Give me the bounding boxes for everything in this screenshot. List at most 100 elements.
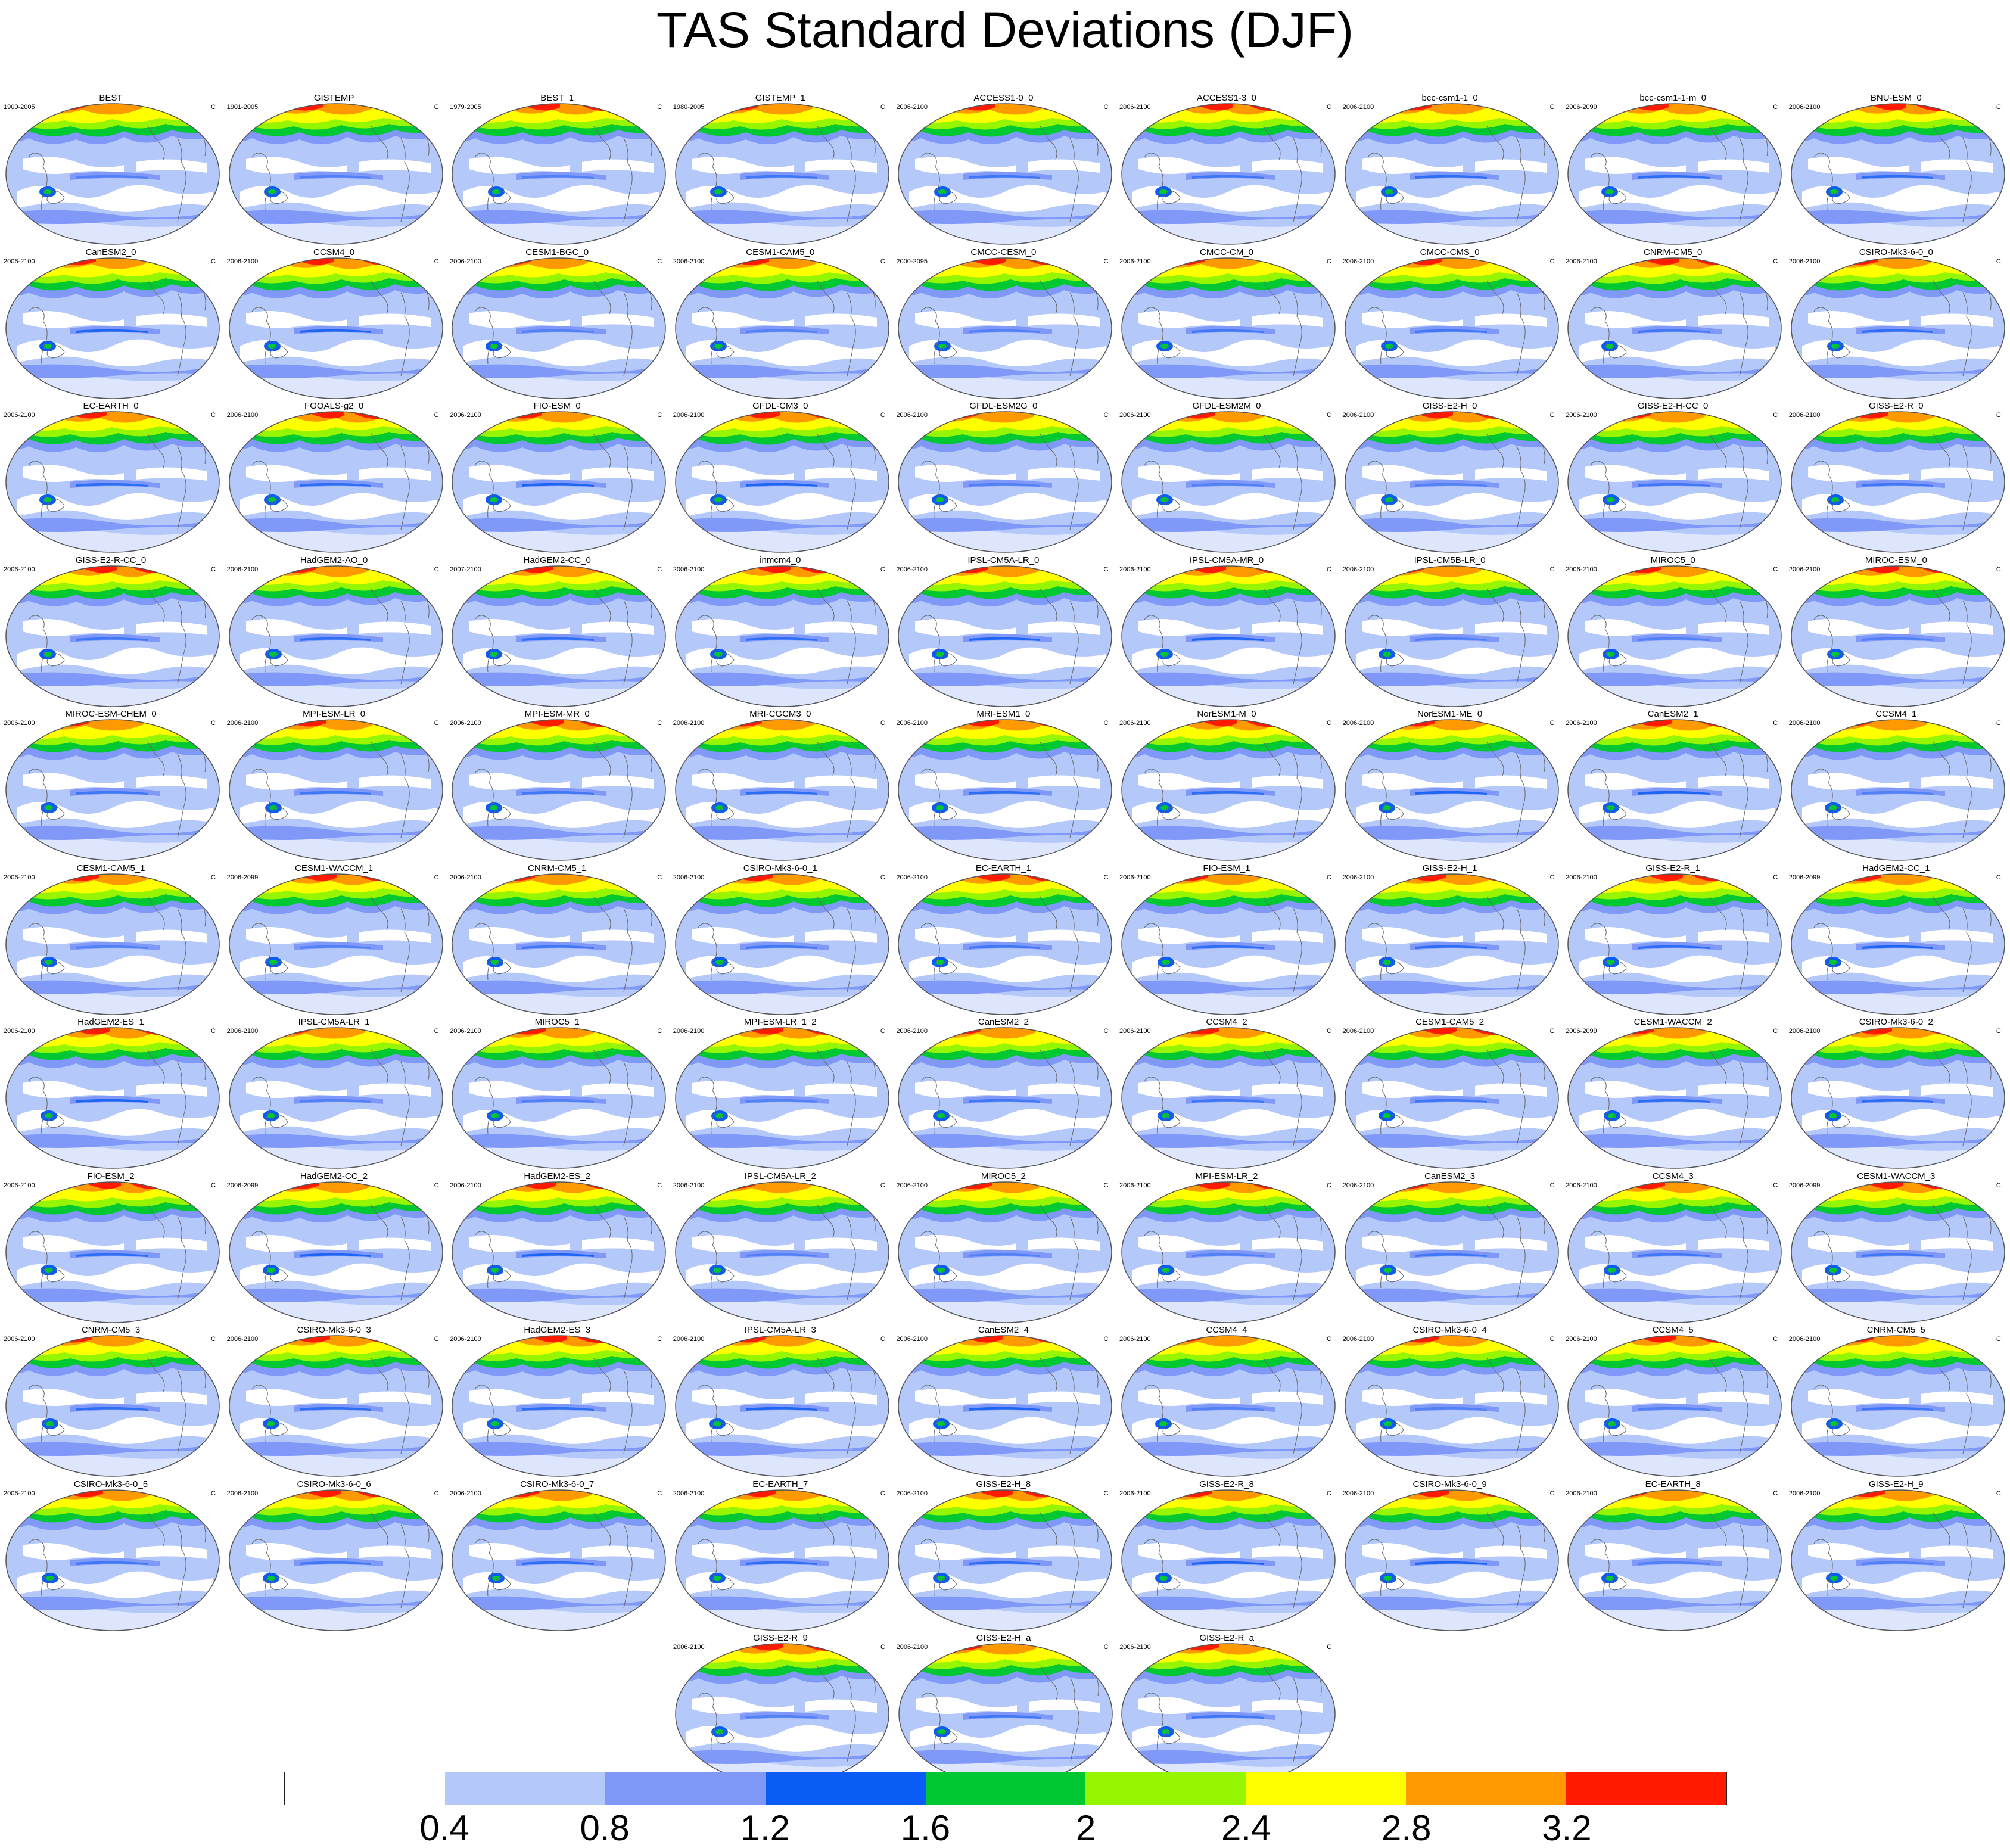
panel-years: 2006-2100: [1119, 565, 1151, 573]
world-map: [5, 410, 220, 553]
map-panel: BNU-ESM_0 2006-2100 C: [1785, 88, 2007, 245]
colorbar-tick-label: 1.2: [740, 1808, 791, 1848]
map-panel: IPSL-CM5A-LR_3 2006-2100 C: [670, 1320, 891, 1477]
map-panel: HadGEM2-ES_3 2006-2100 C: [446, 1320, 668, 1477]
map-panel: MPI-ESM-MR_0 2006-2100 C: [446, 704, 668, 861]
map-panel: MRI-CGCM3_0 2006-2100 C: [670, 704, 891, 861]
world-map: [1790, 718, 2006, 861]
panel-title: IPSL-CM5A-LR_3: [744, 1325, 816, 1335]
world-map: [1567, 1334, 1782, 1477]
map-panel: CMCC-CM_0 2006-2100 C: [1116, 242, 1337, 400]
world-map: [897, 565, 1113, 708]
panel-title: MIROC5_0: [1650, 555, 1695, 565]
panel-title: FIO-ESM_0: [533, 401, 581, 411]
panel-years: 2006-2099: [1788, 1181, 1821, 1189]
world-map: [1344, 410, 1560, 553]
panel-title: CNRM-CM5_0: [1644, 247, 1703, 257]
map-panel: FGOALS-g2_0 2006-2100 C: [223, 396, 445, 553]
panel-years: 2006-2100: [1788, 104, 1821, 111]
panel-years: 2006-2100: [896, 720, 928, 727]
panel-years: 2000-2095: [896, 257, 928, 265]
panel-title: HadGEM2-AO_0: [300, 555, 368, 565]
map-panel: FIO-ESM_2 2006-2100 C: [0, 1166, 222, 1324]
panel-unit: C: [657, 104, 662, 111]
panel-unit: C: [434, 1028, 439, 1035]
colorbar-bin: [444, 1772, 605, 1805]
panel-years: 2006-2100: [1788, 1336, 1821, 1343]
map-panel: CESM1-BGC_0 2006-2100 C: [446, 242, 668, 400]
panel-years: 2006-2100: [1119, 412, 1151, 419]
panel-years: 2006-2099: [1788, 873, 1821, 881]
panel-unit: C: [1103, 104, 1109, 111]
panel-unit: C: [1996, 1028, 2001, 1035]
panel-title: CESM1-WACCM_3: [1857, 1171, 1936, 1181]
panel-unit: C: [657, 1336, 662, 1343]
panel-unit: C: [1327, 720, 1331, 727]
panel-years: 2006-2100: [1342, 104, 1374, 111]
map-panel: EC-EARTH_8 2006-2100 C: [1562, 1474, 1784, 1632]
panel-title: MIROC-ESM_0: [1865, 555, 1927, 565]
map-panel: HadGEM2-CC_2 2006-2099 C: [223, 1166, 445, 1324]
panel-years: 2006-2100: [1342, 873, 1374, 881]
colorbar-tick-label: 0.8: [580, 1808, 630, 1848]
panel-years: 2006-2100: [450, 720, 481, 727]
panel-years: 2006-2100: [673, 1028, 705, 1035]
map-panel: CCSM4_5 2006-2100 C: [1562, 1320, 1784, 1477]
world-map: [1121, 1026, 1336, 1169]
panel-title: BEST: [99, 93, 123, 103]
panel-unit: C: [880, 1028, 885, 1035]
panel-unit: C: [1103, 1028, 1109, 1035]
panel-unit: C: [211, 412, 216, 419]
panel-years: 1900-2005: [4, 104, 35, 111]
panel-unit: C: [1549, 720, 1555, 727]
panel-unit: C: [1773, 720, 1778, 727]
panel-years: 2006-2100: [1566, 412, 1597, 419]
world-map: [451, 1489, 667, 1632]
map-panel: CSIRO-Mk3-6-0_3 2006-2100 C: [223, 1320, 445, 1477]
panel-years: 2006-2100: [896, 104, 928, 111]
panel-years: 2006-2100: [1788, 565, 1821, 573]
map-panel: CCSM4_0 2006-2100 C: [223, 242, 445, 400]
map-panel: FIO-ESM_1 2006-2100 C: [1116, 858, 1337, 1016]
map-panel: MIROC5_2 2006-2100 C: [892, 1166, 1114, 1324]
panel-title: IPSL-CM5A-MR_0: [1189, 555, 1264, 565]
panel-title: GISS-E2-H_0: [1422, 401, 1477, 411]
panel-unit: C: [1103, 1181, 1109, 1189]
panel-unit: C: [880, 720, 885, 727]
panel-title: MRI-CGCM3_0: [749, 709, 811, 719]
map-panel: CSIRO-Mk3-6-0_5 2006-2100 C: [0, 1474, 222, 1632]
panel-title: MIROC5_2: [981, 1171, 1026, 1181]
world-map: [1567, 718, 1782, 861]
panel-unit: C: [434, 1181, 439, 1189]
panel-years: 2006-2100: [450, 873, 481, 881]
panel-unit: C: [1996, 720, 2001, 727]
panel-years: 2006-2100: [226, 1028, 259, 1035]
map-panel: GFDL-ESM2M_0 2006-2100 C: [1116, 396, 1337, 553]
panel-title: CNRM-CM5_3: [81, 1325, 141, 1335]
panel-years: 1980-2005: [673, 104, 705, 111]
map-panel: GFDL-ESM2G_0 2006-2100 C: [892, 396, 1114, 553]
world-map: [898, 1642, 1113, 1785]
panel-title: IPSL-CM5A-LR_2: [744, 1171, 816, 1181]
panel-unit: C: [1327, 412, 1331, 419]
world-map: [1790, 1026, 2006, 1169]
panel-title: EC-EARTH_0: [83, 401, 139, 411]
map-panel: GISS-E2-R_8 2006-2100 C: [1116, 1474, 1337, 1632]
panel-title: CanESM2_2: [978, 1017, 1029, 1027]
world-map: [1567, 1026, 1782, 1169]
map-panel: CCSM4_1 2006-2100 C: [1785, 704, 2007, 861]
panel-title: GISTEMP_1: [755, 93, 805, 103]
panel-years: 2006-2100: [450, 1181, 481, 1189]
panel-years: 2006-2100: [4, 1181, 35, 1189]
world-map: [1567, 102, 1782, 245]
map-panel: HadGEM2-AO_0 2006-2100 C: [223, 550, 445, 708]
panel-years: 2006-2100: [1566, 1336, 1597, 1343]
map-panel: CNRM-CM5_5 2006-2100 C: [1785, 1320, 2007, 1477]
world-map: [1567, 873, 1782, 1016]
map-panel: MIROC-ESM_0 2006-2100 C: [1785, 550, 2007, 708]
map-panel: CSIRO-Mk3-6-0_6 2006-2100 C: [223, 1474, 445, 1632]
map-panel: IPSL-CM5A-LR_2 2006-2100 C: [670, 1166, 891, 1324]
world-map: [1790, 1334, 2006, 1477]
map-panel: GISS-E2-H_0 2006-2100 C: [1339, 396, 1561, 553]
panel-unit: C: [434, 873, 439, 881]
